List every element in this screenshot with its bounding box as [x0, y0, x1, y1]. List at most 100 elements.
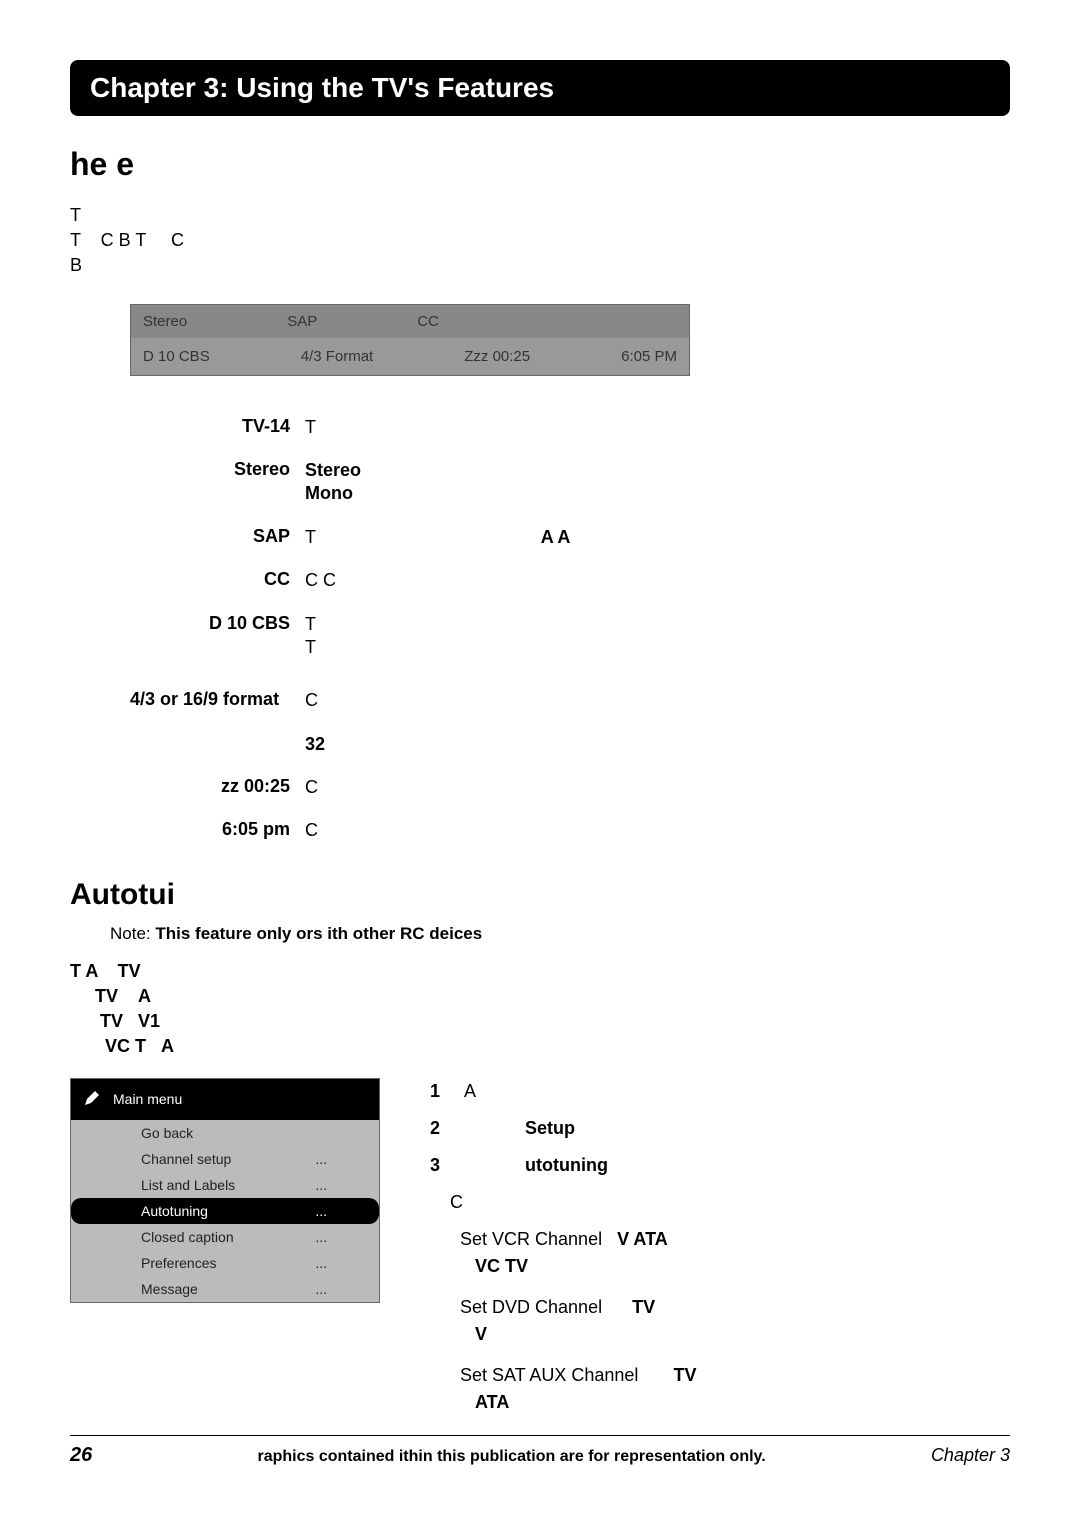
menu-screenshot: Main menu Go back Channel setup... List … [70, 1078, 380, 1303]
step-num: 1 [430, 1078, 460, 1105]
def-row: Stereo Stereo Mono [130, 459, 1010, 506]
def-value: C [305, 819, 1010, 842]
banner-top-row: Stereo SAP CC [131, 305, 689, 338]
def-value: C C [305, 569, 1010, 592]
step-bold: Setup [525, 1118, 575, 1138]
menu-item[interactable]: Channel setup... [71, 1146, 379, 1172]
menu-item-label: Preferences [141, 1255, 216, 1271]
step-row: C [450, 1189, 1010, 1216]
intro-bold: VC T A [70, 1036, 174, 1056]
intro-bold: T A TV [70, 961, 141, 981]
def-value: T [305, 416, 1010, 439]
def-label: Stereo [130, 459, 305, 506]
choices-list: Set VCR Channel V ATA VC TV Set DVD Chan… [460, 1226, 1010, 1416]
def-value: T A A [305, 526, 1010, 549]
def-row: D 10 CBS TT [130, 613, 1010, 660]
intro-line: B [70, 255, 82, 275]
def-row: zz 00:25 C [130, 776, 1010, 799]
section-title: he e [70, 146, 1010, 183]
menu-header: Main menu [71, 1079, 379, 1120]
note-bold: This feature only ors ith other RC deice… [155, 924, 482, 943]
choice-bold: VC TV [475, 1256, 528, 1276]
def-stereo-bold: Stereo [305, 460, 361, 480]
def-value: TT [305, 613, 1010, 660]
def-row: SAP T A A [130, 526, 1010, 549]
def-value: C [305, 776, 1010, 799]
banner-time: 6:05 PM [621, 348, 677, 365]
menu-dots: ... [315, 1229, 327, 1245]
menu-dots: ... [315, 1255, 327, 1271]
banner-channel-label: D 10 CBS [143, 348, 210, 365]
def-value: 32 [305, 733, 1010, 756]
def-label: TV-14 [130, 416, 305, 439]
intro-bold: TV A [70, 986, 151, 1006]
menu-item[interactable]: Closed caption... [71, 1224, 379, 1250]
page-footer: 26 raphics contained ithin this publicat… [70, 1435, 1010, 1467]
def-row: CC C C [130, 569, 1010, 592]
choice-bold: TV [673, 1365, 696, 1385]
choice-text: Set SAT AUX Channel [460, 1365, 638, 1385]
definition-list: TV-14 T Stereo Stereo Mono SAP T A A CC … [130, 416, 1010, 843]
def-value: C [305, 689, 1010, 712]
choice-bold: V [475, 1324, 487, 1344]
choice-bold: TV [632, 1297, 655, 1317]
menu-dots: ... [315, 1203, 327, 1219]
banner-format: 4/3 Format [301, 348, 374, 365]
choice-text: Set DVD Channel [460, 1297, 602, 1317]
def-row: TV-14 T [130, 416, 1010, 439]
steps-list: 1 A 2 Setup 3 utotuning C Set VCR Channe… [430, 1078, 1010, 1416]
footer-chapter: Chapter 3 [931, 1445, 1010, 1466]
choice: Set DVD Channel TV V [460, 1294, 1010, 1348]
menu-item[interactable]: Go back [71, 1120, 379, 1146]
def-sap-text: T [305, 527, 316, 547]
banner-stereo: Stereo [143, 313, 187, 330]
intro-line: T C B T C [70, 230, 184, 250]
def-label: 4/3 or 16/9 format [130, 689, 305, 712]
note-line: Note: This feature only ors ith other RC… [110, 924, 1010, 944]
pen-icon [83, 1089, 103, 1110]
intro-line: T [70, 205, 81, 225]
step-row: 2 Setup [430, 1115, 1010, 1142]
intro-text: T T C B T C B [70, 203, 1010, 279]
channel-banner: Stereo SAP CC D 10 CBS 4/3 Format Zzz 00… [130, 304, 690, 376]
step-bold: utotuning [525, 1155, 608, 1175]
def-value: Stereo Mono [305, 459, 1010, 506]
def-row: 6:05 pm C [130, 819, 1010, 842]
def-row: 4/3 or 16/9 format C [130, 689, 1010, 712]
step-text: A [464, 1081, 476, 1101]
choice-bold: V ATA [617, 1229, 668, 1249]
def-label: D 10 CBS [130, 613, 305, 660]
banner-sleep: Zzz 00:25 [464, 348, 530, 365]
step-row: 1 A [430, 1078, 1010, 1105]
menu-item-label: Go back [141, 1125, 193, 1141]
menu-item[interactable]: Preferences... [71, 1250, 379, 1276]
menu-item-label: List and Labels [141, 1177, 235, 1193]
chapter-header: Chapter 3: Using the TV's Features [70, 60, 1010, 116]
def-label: CC [130, 569, 305, 592]
step-num: 3 [430, 1152, 460, 1179]
step-text: C [450, 1192, 463, 1212]
note-prefix: Note: [110, 924, 155, 943]
def-label: SAP [130, 526, 305, 549]
def-sap-tail: A A [541, 527, 571, 547]
menu-item-label: Autotuning [141, 1203, 208, 1219]
choice-bold: ATA [475, 1392, 509, 1412]
menu-item[interactable]: List and Labels... [71, 1172, 379, 1198]
intro-bold: TV V1 [70, 1011, 160, 1031]
menu-dots: ... [315, 1281, 327, 1297]
menu-dots: ... [315, 1177, 327, 1193]
autotune-intro: T A TV TV A TV V1 VC T A [70, 959, 1010, 1060]
def-row: 32 [130, 733, 1010, 756]
subsection-title: Autotui [70, 878, 1010, 912]
menu-dots: ... [315, 1151, 327, 1167]
footer-mid-text: raphics contained ithin this publication… [92, 1448, 931, 1466]
menu-item-label: Message [141, 1281, 198, 1297]
choice: Set VCR Channel V ATA VC TV [460, 1226, 1010, 1280]
step-row: 3 utotuning [430, 1152, 1010, 1179]
page-number: 26 [70, 1444, 92, 1467]
menu-item-selected[interactable]: Autotuning... [71, 1198, 379, 1224]
banner-sap: SAP [287, 313, 317, 330]
def-label [130, 733, 305, 756]
menu-item[interactable]: Message... [71, 1276, 379, 1302]
menu-item-label: Channel setup [141, 1151, 231, 1167]
